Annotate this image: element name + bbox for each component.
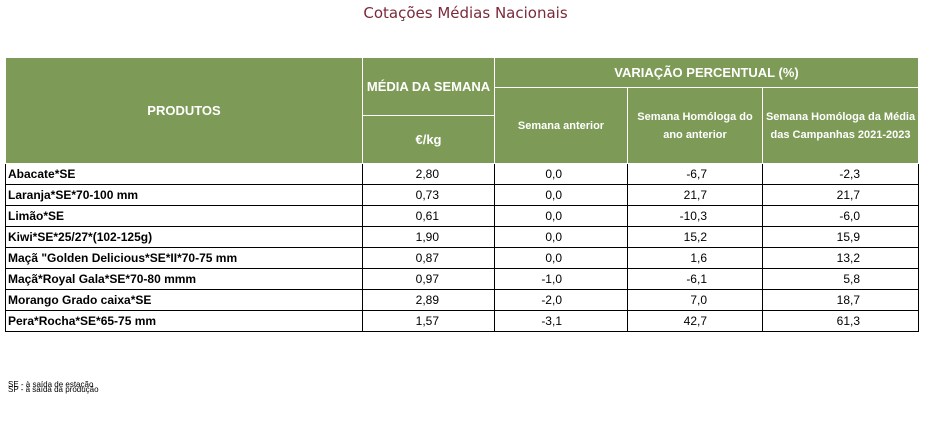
table-row: Maçã "Golden Delicious*SE*II*70-75 mm 0,8… (5, 247, 920, 269)
cell-produto: Pera*Rocha*SE*65-75 mm (5, 310, 363, 332)
table-row: Kiwi*SE*25/27*(102-125g) 1,90 0,0 15,2 15,9 (5, 226, 920, 248)
cell-semana-homologa: 42,7 (627, 310, 763, 332)
header-semana-anterior: Semana anterior (494, 87, 628, 164)
footnotes: SE - à saída de estação SP - à saída da … (8, 380, 99, 394)
cell-media: 0,61 (362, 205, 495, 227)
cell-semana-anterior: 0,0 (494, 163, 628, 185)
cell-produto: Maçã "Golden Delicious*SE*II*70-75 mm (5, 247, 363, 269)
cell-semana-anterior: 0,0 (494, 205, 628, 227)
cell-semana-homologa-media: 18,7 (761, 289, 920, 311)
cell-produto: Morango Grado caixa*SE (5, 289, 363, 311)
table-row: Pera*Rocha*SE*65-75 mm 1,57 -3,1 42,7 61,3 (5, 310, 920, 332)
cell-media: 2,80 (362, 163, 495, 185)
table-row: Maçã*Royal Gala*SE*70-80 mmm 0,97 -1,0 -6,1… (5, 268, 920, 290)
cell-produto: Laranja*SE*70-100 mm (5, 184, 363, 206)
cell-semana-anterior: -3,1 (494, 310, 628, 332)
cell-produto: Maçã*Royal Gala*SE*70-80 mmm (5, 268, 363, 290)
header-unit: €/kg (362, 115, 495, 164)
cell-semana-homologa: 15,2 (627, 226, 763, 248)
cell-media: 0,87 (362, 247, 495, 269)
cell-semana-homologa-media: 61,3 (761, 310, 920, 332)
header-variacao: VARIAÇÃO PERCENTUAL (%) (493, 57, 920, 88)
cell-media: 2,89 (362, 289, 495, 311)
prices-table: PRODUTOS MÉDIA DA SEMANA VARIAÇÃO PERCEN… (5, 57, 920, 332)
cell-media: 1,90 (362, 226, 495, 248)
cell-semana-homologa-media: 13,2 (761, 247, 920, 269)
cell-media: 0,73 (362, 184, 495, 206)
cell-semana-anterior: 0,0 (494, 247, 628, 269)
footnote-se: SE - à saída de estação (8, 380, 94, 389)
cell-semana-anterior: -1,0 (494, 268, 628, 290)
header-media-semana: MÉDIA DA SEMANA (362, 57, 495, 116)
header-semana-homologa: Semana Homóloga do ano anterior (627, 87, 763, 164)
cell-media: 1,57 (362, 310, 495, 332)
cell-semana-homologa: 7,0 (627, 289, 763, 311)
cell-media: 0,97 (362, 268, 495, 290)
cell-semana-homologa: -10,3 (627, 205, 763, 227)
cell-produto: Kiwi*SE*25/27*(102-125g) (5, 226, 363, 248)
cell-semana-homologa: -6,1 (627, 268, 763, 290)
cell-produto: Limão*SE (5, 205, 363, 227)
cell-semana-homologa: -6,7 (627, 163, 763, 185)
page-title: Cotações Médias Nacionais (363, 4, 568, 22)
cell-semana-anterior: -2,0 (494, 289, 628, 311)
table-row: Laranja*SE*70-100 mm 0,73 0,0 21,7 21,7 (5, 184, 920, 206)
header-semana-homologa-media: Semana Homóloga da Média das Campanhas 2… (761, 87, 920, 164)
cell-semana-anterior: 0,0 (494, 226, 628, 248)
header-produtos: PRODUTOS (5, 57, 363, 164)
cell-semana-homologa-media: -6,0 (761, 205, 920, 227)
table-row: Limão*SE 0,61 0,0 -10,3 -6,0 (5, 205, 920, 227)
table-row: Abacate*SE 2,80 0,0 -6,7 -2,3 (5, 163, 920, 185)
cell-semana-homologa-media: 15,9 (761, 226, 920, 248)
footnote-sp: SP - à saída da produção (8, 385, 99, 394)
table-row: Morango Grado caixa*SE 2,89 -2,0 7,0 18,7 (5, 289, 920, 311)
cell-produto: Abacate*SE (5, 163, 363, 185)
cell-semana-anterior: 0,0 (494, 184, 628, 206)
cell-semana-homologa-media: 21,7 (761, 184, 920, 206)
cell-semana-homologa: 1,6 (627, 247, 763, 269)
cell-semana-homologa-media: -2,3 (761, 163, 920, 185)
cell-semana-homologa-media: 5,8 (761, 268, 920, 290)
cell-semana-homologa: 21,7 (627, 184, 763, 206)
